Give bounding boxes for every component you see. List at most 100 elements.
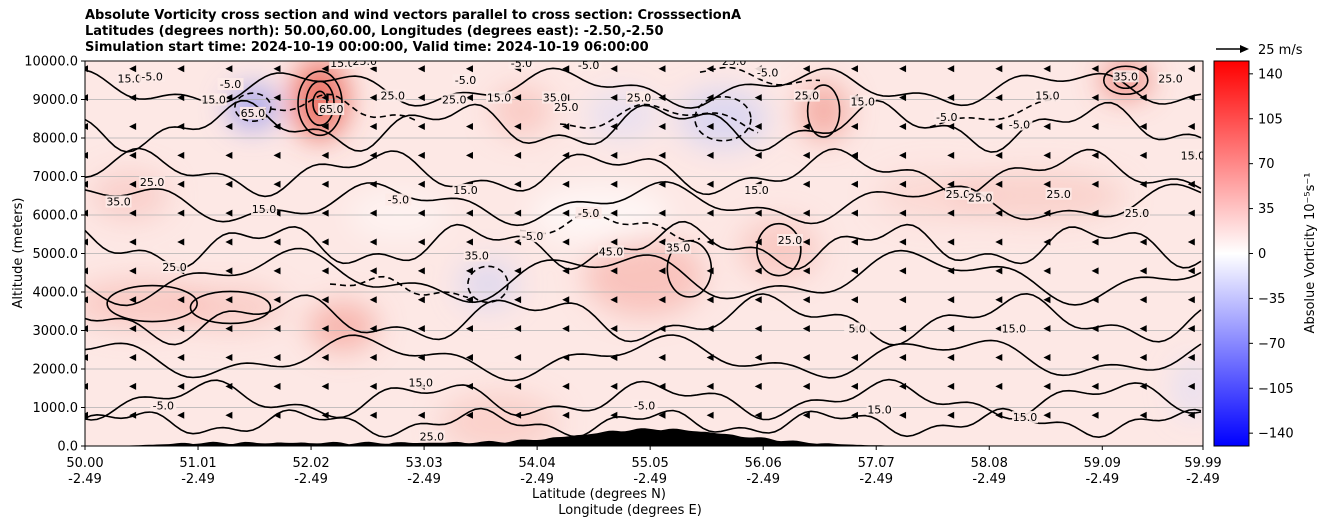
vorticity-patch <box>307 301 378 352</box>
contour-label-bg <box>441 93 468 106</box>
wind-vector <box>85 122 88 130</box>
wind-vector <box>947 411 955 419</box>
contour-line-negative <box>699 66 821 86</box>
wind-vector <box>369 151 377 159</box>
wind-vector <box>225 325 233 333</box>
contour-label: 15.0 <box>867 403 892 416</box>
wind-vector <box>1043 382 1051 390</box>
wind-vector <box>85 353 88 361</box>
wind-vector <box>706 296 714 304</box>
contour-label: 35.0 <box>106 195 131 208</box>
wind-vector <box>947 122 955 130</box>
wind-vector <box>658 325 666 333</box>
wind-vector <box>1091 122 1099 130</box>
wind-vector <box>899 94 907 102</box>
wind-vector <box>1091 209 1099 217</box>
y-tick-label: 0.0 <box>57 440 78 455</box>
wind-vector <box>1187 296 1195 304</box>
wind-vector <box>562 411 570 419</box>
contour-label-bg <box>1157 72 1184 85</box>
contour-label: 25.0 <box>1046 188 1071 201</box>
wind-vector <box>850 122 858 130</box>
contour-label-bg <box>665 241 692 254</box>
contour-label-bg <box>1123 207 1150 219</box>
contour-label-bg <box>1045 187 1072 200</box>
wind-vector <box>465 209 473 217</box>
wind-vector <box>273 296 281 304</box>
contour-label-bg <box>329 61 356 69</box>
wind-vector <box>177 209 185 217</box>
contour-label: 15.0 <box>851 95 876 108</box>
contour-label-bg <box>150 399 177 412</box>
wind-vector <box>225 180 233 188</box>
colorbar-tick-label: 105 <box>1258 112 1283 127</box>
wind-vector <box>754 151 762 159</box>
y-axis: 0.0 1000.0 2000.0 3000.0 4000.0 5000.0 6000.0 7… <box>24 55 85 455</box>
wind-vector <box>802 296 810 304</box>
wind-vector <box>802 382 810 390</box>
wind-vector <box>417 151 425 159</box>
wind-vector <box>1043 325 1051 333</box>
wind-vector <box>273 238 281 246</box>
wind-vector <box>947 151 955 159</box>
wind-vector <box>514 353 522 361</box>
wind-vector <box>514 296 522 304</box>
wind-vector <box>514 94 522 102</box>
wind-vector <box>129 267 137 275</box>
wind-vector <box>1139 411 1147 419</box>
wind-vector <box>899 382 907 390</box>
wind-vector <box>465 238 473 246</box>
x-tick-label-lat: 50.00 <box>66 456 103 471</box>
x-axis: 50.00-2.4951.01-2.4952.02-2.4953.03-2.49… <box>66 446 1222 487</box>
wind-vector <box>85 296 88 304</box>
contour-label-bg <box>1112 70 1139 83</box>
wind-vector <box>1139 382 1147 390</box>
vorticity-patch <box>85 278 211 329</box>
wind-vector <box>610 411 618 419</box>
wind-vector <box>321 151 329 159</box>
contour-label: 35.0 <box>666 242 691 255</box>
wind-vector <box>129 238 137 246</box>
x-tick-label-lon: -2.49 <box>633 472 667 487</box>
contour-label: 25.0 <box>420 430 445 443</box>
colorbar-ticks: 140 105 70 35 0 −35 −70 −105 −140 <box>1249 67 1294 442</box>
wind-vector <box>706 151 714 159</box>
wind-vector <box>1187 411 1195 419</box>
wind-vector <box>129 353 137 361</box>
contour-label: -5.0 <box>220 78 241 91</box>
y-tick-label: 1000.0 <box>33 401 79 416</box>
wind-vector <box>899 209 907 217</box>
wind-vector <box>562 65 570 73</box>
contour-label: 15.0 <box>252 203 277 216</box>
wind-vector <box>1043 296 1051 304</box>
contour-label-bg <box>452 74 479 87</box>
wind-vector <box>1187 94 1195 102</box>
wind-vector <box>610 353 618 361</box>
contour-label-bg <box>1034 89 1061 102</box>
contour-label-bg <box>200 93 227 106</box>
contour-label-bg <box>1012 411 1039 424</box>
wind-vector <box>562 382 570 390</box>
wind-vector <box>1091 238 1099 246</box>
contour-label-bg <box>418 430 445 443</box>
wind-vector <box>514 180 522 188</box>
wind-vector <box>802 411 810 419</box>
wind-vector <box>1187 382 1195 390</box>
wind-vector <box>321 238 329 246</box>
contour-label-bg <box>933 110 960 123</box>
contour-label-bg <box>379 89 406 102</box>
wind-vector <box>658 382 666 390</box>
colorbar-tick-label: 0 <box>1258 247 1266 262</box>
contour-label-bg <box>553 101 580 114</box>
wind-vector <box>658 296 666 304</box>
contour-label: 15.0 <box>201 93 226 106</box>
x-tick-label-lon: -2.49 <box>520 472 554 487</box>
x-tick-label-lat: 56.06 <box>745 456 782 471</box>
wind-vector <box>129 411 137 419</box>
wind-vector <box>754 94 762 102</box>
wind-vector <box>658 411 666 419</box>
contour-label-bg <box>351 61 378 67</box>
wind-vector <box>1043 411 1051 419</box>
contour-line <box>85 67 1202 109</box>
